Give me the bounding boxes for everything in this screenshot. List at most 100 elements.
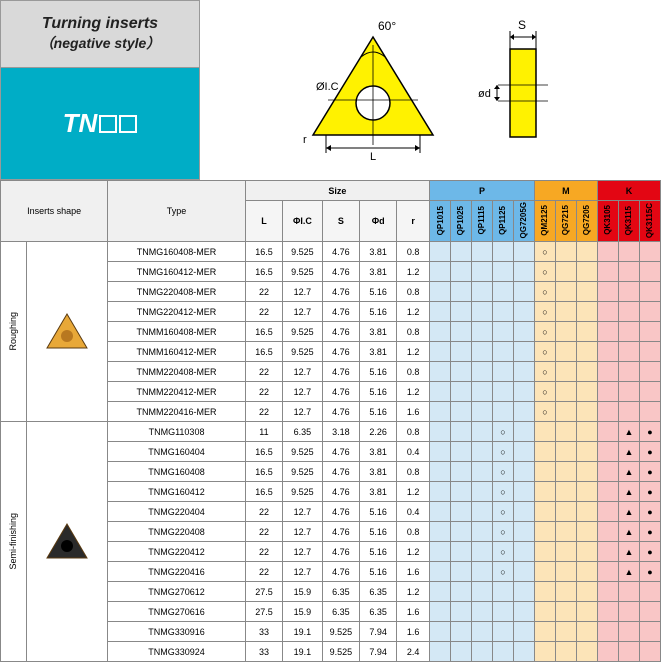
hdr-k: K <box>597 181 660 201</box>
size-col-L: L <box>245 201 282 242</box>
grade-cell: ○ <box>492 502 513 522</box>
grade-cell <box>492 282 513 302</box>
grade-cell <box>555 442 576 462</box>
grade-cell <box>597 342 618 362</box>
grade-cell <box>555 362 576 382</box>
size-value: 6.35 <box>360 582 397 602</box>
grade-cell <box>639 262 660 282</box>
size-value: 4.76 <box>322 322 359 342</box>
grade-cell <box>471 422 492 442</box>
grade-cell <box>451 602 472 622</box>
size-value: 5.16 <box>360 282 397 302</box>
size-value: 5.16 <box>360 562 397 582</box>
grade-cell: ○ <box>492 522 513 542</box>
grade-cell <box>555 402 576 422</box>
grade-cell <box>471 402 492 422</box>
size-value: 4.76 <box>322 362 359 382</box>
size-value: 4.76 <box>322 442 359 462</box>
size-value: 5.16 <box>360 402 397 422</box>
grade-cell <box>451 542 472 562</box>
size-value: 4.76 <box>322 282 359 302</box>
grade-col-QK3115: QK3115 <box>618 201 639 242</box>
grade-cell <box>513 582 534 602</box>
size-value: 1.2 <box>397 342 430 362</box>
size-value: 4.76 <box>322 522 359 542</box>
grade-cell <box>576 442 597 462</box>
size-value: 3.81 <box>360 342 397 362</box>
type-cell: TNMG160412-MER <box>108 262 246 282</box>
title-box: Turning inserts （negative style） <box>0 0 200 68</box>
grade-cell <box>555 602 576 622</box>
size-value: 22 <box>245 402 282 422</box>
grade-cell <box>618 282 639 302</box>
grade-cell: ▲ <box>618 562 639 582</box>
title-line2: （negative style） <box>40 33 161 53</box>
size-value: 9.525 <box>283 262 323 282</box>
grade-cell: ○ <box>492 562 513 582</box>
grade-cell <box>451 402 472 422</box>
grade-cell <box>492 322 513 342</box>
group-label: Roughing <box>8 312 18 351</box>
grade-cell <box>639 362 660 382</box>
insert-front-diagram: 60° ØI.C r L <box>288 15 458 165</box>
grade-cell <box>555 482 576 502</box>
grade-cell <box>451 462 472 482</box>
size-value: 19.1 <box>283 622 323 642</box>
size-value: 0.4 <box>397 502 430 522</box>
grade-cell <box>471 362 492 382</box>
size-value: 3.81 <box>360 482 397 502</box>
grade-cell: ○ <box>534 262 555 282</box>
type-cell: TNMG220408-MER <box>108 282 246 302</box>
size-value: 1.2 <box>397 582 430 602</box>
grade-cell <box>451 442 472 462</box>
grade-cell <box>451 242 472 262</box>
grade-cell: ● <box>639 562 660 582</box>
grade-cell <box>430 522 451 542</box>
grade-cell: ○ <box>492 422 513 442</box>
hdr-inserts-shape: Inserts shape <box>1 181 108 242</box>
grade-cell <box>430 322 451 342</box>
grade-cell <box>618 362 639 382</box>
code-placeholder-2 <box>119 115 137 133</box>
type-cell: TNMG270616 <box>108 602 246 622</box>
grade-cell <box>597 382 618 402</box>
grade-cell <box>576 382 597 402</box>
size-value: 27.5 <box>245 582 282 602</box>
size-value: 5.16 <box>360 502 397 522</box>
grade-cell <box>534 422 555 442</box>
size-value: 12.7 <box>283 282 323 302</box>
size-value: 12.7 <box>283 522 323 542</box>
type-cell: TNMM220408-MER <box>108 362 246 382</box>
size-value: 16.5 <box>245 482 282 502</box>
grade-cell: ▲ <box>618 522 639 542</box>
grade-cell <box>430 622 451 642</box>
grade-col-QG7205G: QG7205G <box>513 201 534 242</box>
grade-cell <box>492 382 513 402</box>
group-label-cell: Semi-finishing <box>1 422 27 662</box>
size-value: 1.6 <box>397 602 430 622</box>
grade-cell <box>555 382 576 402</box>
grade-cell <box>555 542 576 562</box>
grade-cell <box>430 342 451 362</box>
grade-cell <box>513 502 534 522</box>
grade-cell <box>471 502 492 522</box>
grade-cell <box>597 502 618 522</box>
grade-cell <box>618 242 639 262</box>
grade-cell: ○ <box>492 542 513 562</box>
grade-cell <box>430 562 451 582</box>
grade-cell <box>576 562 597 582</box>
grade-cell <box>534 442 555 462</box>
size-value: 16.5 <box>245 342 282 362</box>
grade-cell <box>576 362 597 382</box>
grade-cell <box>430 242 451 262</box>
grade-cell <box>492 362 513 382</box>
grade-cell <box>492 342 513 362</box>
grade-cell <box>471 322 492 342</box>
grade-col-QP1015: QP1015 <box>430 201 451 242</box>
grade-cell <box>597 562 618 582</box>
size-value: 16.5 <box>245 322 282 342</box>
grade-cell <box>597 482 618 502</box>
size-value: 22 <box>245 542 282 562</box>
grade-cell: ○ <box>534 402 555 422</box>
grade-cell <box>430 302 451 322</box>
